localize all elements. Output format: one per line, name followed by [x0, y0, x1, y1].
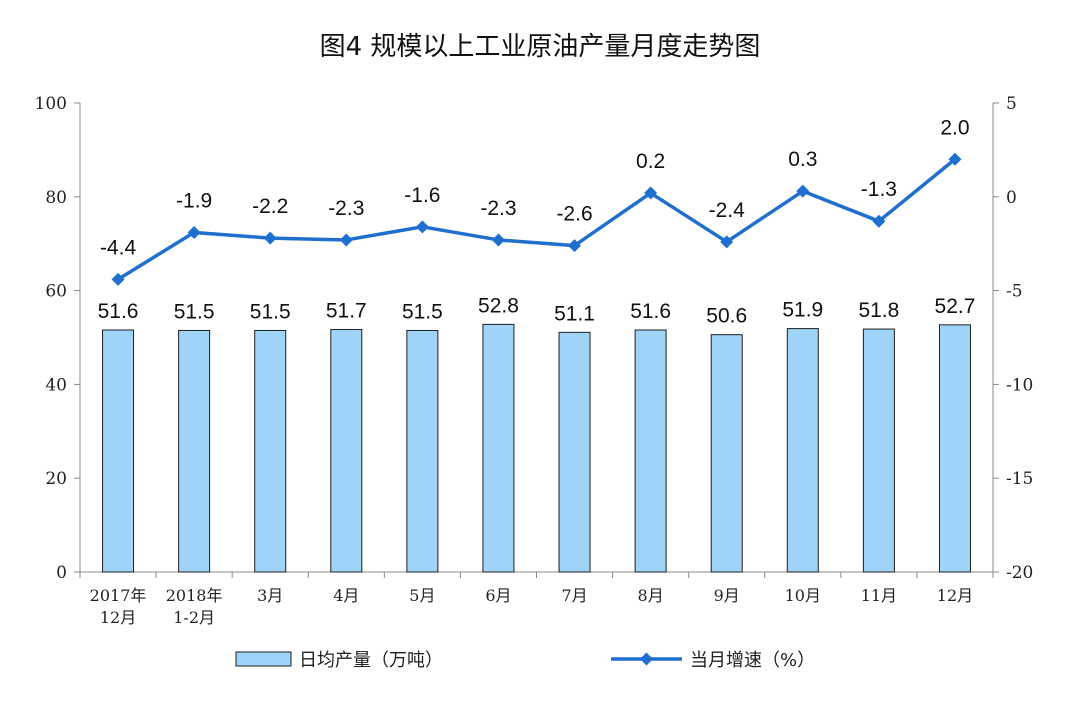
bar-value-label: 51.6 [630, 300, 671, 323]
bar-value-label: 52.7 [935, 295, 976, 318]
line-point-marker [415, 220, 429, 234]
x-tick-label: 2018年 [166, 586, 223, 605]
bar-value-label: 50.6 [706, 305, 747, 328]
line-value-label: -2.3 [328, 197, 364, 220]
line-series [111, 152, 962, 286]
bar [634, 329, 667, 573]
x-tick-label: 1-2月 [173, 608, 215, 627]
right-tick-label: -15 [1006, 469, 1033, 489]
bar-value-label: 51.5 [250, 300, 291, 323]
line-point-marker [339, 233, 353, 247]
left-tick-label: 0 [56, 563, 67, 583]
line-value-label: -1.3 [861, 178, 897, 201]
line-value-label: -2.2 [252, 195, 288, 218]
growth-line [117, 157, 957, 281]
bar [482, 323, 515, 573]
bar [254, 329, 287, 573]
line-value-label: 0.3 [788, 148, 817, 171]
bar [178, 329, 211, 573]
x-tick-label: 12月 [937, 586, 973, 605]
bar-value-label: 51.5 [402, 300, 443, 323]
legend-bar-swatch [235, 651, 292, 667]
bar [102, 329, 135, 573]
bar-value-label: 51.5 [174, 300, 215, 323]
legend-line-marker [640, 652, 653, 666]
legend: 日均产量（万吨） 当月增速（%） [235, 650, 815, 671]
line-point-marker [720, 235, 734, 249]
bar [862, 328, 895, 573]
line-point-marker [491, 233, 505, 247]
left-tick-label: 80 [45, 188, 67, 208]
x-tick-label: 3月 [257, 586, 283, 605]
line-point-marker [796, 184, 810, 198]
bar [558, 331, 591, 573]
right-tick-label: -10 [1006, 375, 1033, 395]
line-value-label: -2.4 [709, 199, 746, 222]
bar-value-label: 51.8 [858, 299, 899, 322]
x-tick-label: 6月 [485, 586, 511, 605]
bar [710, 334, 743, 573]
line-value-label: -2.6 [556, 203, 592, 226]
x-tick-label: 8月 [638, 586, 664, 605]
line-value-label: -2.3 [480, 197, 516, 220]
bar-value-label: 51.1 [554, 302, 595, 325]
x-tick-label: 2017年 [90, 586, 147, 605]
line-value-label: 0.2 [636, 150, 665, 173]
x-axis-ticks: 2017年 12月 2018年 1-2月 3月 4月 5月 6月 7月 8月 9月 10月 11月 12月 [90, 586, 973, 627]
x-tick-label: 12月 [100, 608, 136, 627]
right-tick-label: 5 [1006, 94, 1017, 114]
bar-series [102, 323, 971, 573]
x-tick-label: 5月 [409, 586, 435, 605]
left-tick-label: 60 [45, 282, 67, 302]
right-tick-label: -20 [1006, 563, 1033, 583]
line-point-marker [263, 231, 277, 245]
bar [786, 328, 819, 573]
x-tick-label: 9月 [714, 586, 740, 605]
x-tick-label: 10月 [785, 586, 821, 605]
line-value-label: -1.9 [176, 189, 212, 212]
bar [406, 329, 439, 573]
bar-value-label: 51.9 [782, 299, 823, 322]
line-value-label: 2.0 [940, 116, 969, 139]
legend-bar-label: 日均产量（万吨） [299, 650, 443, 671]
chart-title: 图4 规模以上工业原油产量月度走势图 [320, 32, 761, 62]
right-tick-label: 0 [1006, 188, 1017, 208]
bar-value-label: 51.6 [98, 300, 139, 323]
x-tick-label: 4月 [333, 586, 359, 605]
left-tick-label: 40 [45, 375, 67, 395]
bar-value-label: 52.8 [478, 294, 519, 317]
line-point-marker [568, 239, 582, 253]
left-tick-label: 20 [45, 469, 67, 489]
axes: 0 20 40 60 80 100 -20 -15 -10 -5 0 5 [35, 94, 1034, 583]
x-tick-label: 7月 [561, 586, 587, 605]
line-point-marker [948, 152, 962, 166]
x-tick-label: 11月 [861, 586, 897, 605]
data-labels: 51.6 51.5 51.5 51.7 51.5 52.8 51.1 51.6 50.6 51.9… [98, 116, 976, 327]
bar [330, 329, 363, 573]
line-point-marker [187, 225, 201, 239]
left-tick-label: 100 [35, 94, 67, 114]
line-value-label: -4.4 [100, 236, 137, 259]
bar-value-label: 51.7 [326, 300, 367, 323]
line-value-label: -1.6 [404, 184, 440, 207]
line-point-marker [644, 186, 658, 200]
legend-line-label: 当月增速（%） [690, 650, 815, 671]
right-tick-label: -5 [1006, 282, 1023, 302]
line-point-marker [111, 272, 125, 286]
bar [938, 324, 971, 573]
line-point-marker [872, 214, 886, 228]
